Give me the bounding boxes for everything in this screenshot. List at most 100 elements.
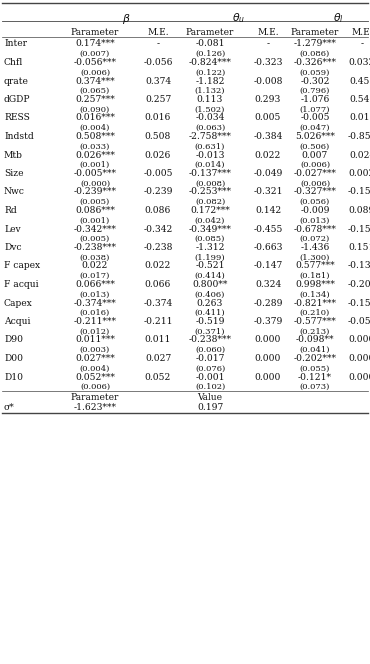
Text: -0.323: -0.323 bbox=[253, 58, 283, 67]
Text: -0.384: -0.384 bbox=[253, 132, 283, 141]
Text: -0.678***: -0.678*** bbox=[293, 224, 336, 234]
Text: (0.005): (0.005) bbox=[80, 235, 110, 243]
Text: -0.056***: -0.056*** bbox=[74, 58, 117, 67]
Text: -0.302: -0.302 bbox=[300, 76, 330, 86]
Text: (0.000): (0.000) bbox=[80, 179, 110, 187]
Text: Value: Value bbox=[198, 394, 222, 402]
Text: (0.047): (0.047) bbox=[300, 124, 330, 132]
Text: 0.026***: 0.026*** bbox=[75, 151, 115, 159]
Text: (1.077): (1.077) bbox=[300, 106, 330, 114]
Text: (0.406): (0.406) bbox=[195, 291, 225, 299]
Text: (0.411): (0.411) bbox=[195, 309, 225, 317]
Text: -0.001: -0.001 bbox=[195, 373, 225, 382]
Text: 0.026: 0.026 bbox=[145, 151, 171, 159]
Text: (0.126): (0.126) bbox=[195, 50, 225, 58]
Text: -0.211***: -0.211*** bbox=[74, 317, 117, 326]
Text: -0.824***: -0.824*** bbox=[189, 58, 232, 67]
Text: -: - bbox=[360, 39, 364, 48]
Text: (0.122): (0.122) bbox=[195, 68, 225, 76]
Text: -0.821***: -0.821*** bbox=[293, 299, 336, 307]
Text: -0.327***: -0.327*** bbox=[293, 187, 336, 197]
Text: -0.121*: -0.121* bbox=[298, 373, 332, 382]
Text: 0.022: 0.022 bbox=[145, 262, 171, 270]
Text: 0.022: 0.022 bbox=[82, 262, 108, 270]
Text: (0.004): (0.004) bbox=[80, 365, 110, 373]
Text: -0.211: -0.211 bbox=[143, 317, 173, 326]
Text: Chfl: Chfl bbox=[4, 58, 23, 67]
Text: (0.076): (0.076) bbox=[195, 365, 225, 373]
Text: -0.374***: -0.374*** bbox=[74, 299, 117, 307]
Text: -0.135: -0.135 bbox=[347, 262, 370, 270]
Text: 0.089: 0.089 bbox=[349, 206, 370, 215]
Text: -0.205: -0.205 bbox=[347, 280, 370, 289]
Text: -0.027***: -0.027*** bbox=[293, 169, 336, 178]
Text: -0.577***: -0.577*** bbox=[294, 317, 336, 326]
Text: (0.134): (0.134) bbox=[300, 291, 330, 299]
Text: (0.014): (0.014) bbox=[195, 161, 225, 169]
Text: 0.024: 0.024 bbox=[349, 151, 370, 159]
Text: (0.056): (0.056) bbox=[300, 198, 330, 206]
Text: (0.213): (0.213) bbox=[300, 327, 330, 335]
Text: 0.000: 0.000 bbox=[255, 373, 281, 382]
Text: 0.508***: 0.508*** bbox=[75, 132, 115, 141]
Text: (0.073): (0.073) bbox=[300, 383, 330, 391]
Text: -0.455: -0.455 bbox=[253, 224, 283, 234]
Text: RESS: RESS bbox=[4, 114, 30, 122]
Text: 0.800**: 0.800** bbox=[192, 280, 228, 289]
Text: (0.008): (0.008) bbox=[195, 179, 225, 187]
Text: (0.013): (0.013) bbox=[300, 216, 330, 224]
Text: (0.004): (0.004) bbox=[80, 124, 110, 132]
Text: -: - bbox=[266, 39, 270, 48]
Text: (0.086): (0.086) bbox=[300, 50, 330, 58]
Text: -0.081: -0.081 bbox=[195, 39, 225, 48]
Text: Acqui: Acqui bbox=[4, 317, 30, 326]
Text: (0.003): (0.003) bbox=[80, 346, 110, 354]
Text: Rd: Rd bbox=[4, 206, 17, 215]
Text: 0.005: 0.005 bbox=[255, 114, 281, 122]
Text: (0.181): (0.181) bbox=[300, 272, 330, 280]
Text: Parameter: Parameter bbox=[186, 28, 234, 37]
Text: 0.000: 0.000 bbox=[349, 354, 370, 363]
Text: -0.147: -0.147 bbox=[253, 262, 283, 270]
Text: -0.379: -0.379 bbox=[253, 317, 283, 326]
Text: (0.085): (0.085) bbox=[195, 235, 225, 243]
Text: -0.857: -0.857 bbox=[347, 132, 370, 141]
Text: 0.549: 0.549 bbox=[349, 95, 370, 104]
Text: (0.016): (0.016) bbox=[80, 309, 110, 317]
Text: -0.519: -0.519 bbox=[195, 317, 225, 326]
Text: D00: D00 bbox=[4, 354, 23, 363]
Text: -0.238***: -0.238*** bbox=[74, 243, 117, 252]
Text: (0.001): (0.001) bbox=[80, 216, 110, 224]
Text: -0.008: -0.008 bbox=[253, 76, 283, 86]
Text: (0.042): (0.042) bbox=[195, 216, 225, 224]
Text: 0.113: 0.113 bbox=[197, 95, 223, 104]
Text: (0.796): (0.796) bbox=[300, 87, 330, 95]
Text: -0.098**: -0.098** bbox=[296, 335, 334, 345]
Text: 0.000: 0.000 bbox=[349, 373, 370, 382]
Text: 0.142: 0.142 bbox=[255, 206, 281, 215]
Text: (0.631): (0.631) bbox=[195, 143, 225, 151]
Text: 0.151: 0.151 bbox=[349, 243, 370, 252]
Text: 0.000: 0.000 bbox=[255, 335, 281, 345]
Text: (0.090): (0.090) bbox=[80, 106, 110, 114]
Text: Nwc: Nwc bbox=[4, 187, 25, 197]
Text: (0.007): (0.007) bbox=[80, 50, 110, 58]
Text: Size: Size bbox=[4, 169, 24, 178]
Text: Lev: Lev bbox=[4, 224, 21, 234]
Text: -0.005***: -0.005*** bbox=[74, 169, 117, 178]
Text: -0.238: -0.238 bbox=[143, 243, 173, 252]
Text: 0.456: 0.456 bbox=[349, 76, 370, 86]
Text: 0.000: 0.000 bbox=[255, 354, 281, 363]
Text: 0.000: 0.000 bbox=[349, 335, 370, 345]
Text: -0.321: -0.321 bbox=[253, 187, 283, 197]
Text: 0.027***: 0.027*** bbox=[75, 354, 115, 363]
Text: -0.239: -0.239 bbox=[143, 187, 173, 197]
Text: D90: D90 bbox=[4, 335, 23, 345]
Text: (0.006): (0.006) bbox=[300, 161, 330, 169]
Text: 0.016: 0.016 bbox=[145, 114, 171, 122]
Text: (0.072): (0.072) bbox=[300, 235, 330, 243]
Text: -0.034: -0.034 bbox=[195, 114, 225, 122]
Text: Parameter: Parameter bbox=[291, 28, 339, 37]
Text: -2.758***: -2.758*** bbox=[189, 132, 232, 141]
Text: (0.012): (0.012) bbox=[80, 327, 110, 335]
